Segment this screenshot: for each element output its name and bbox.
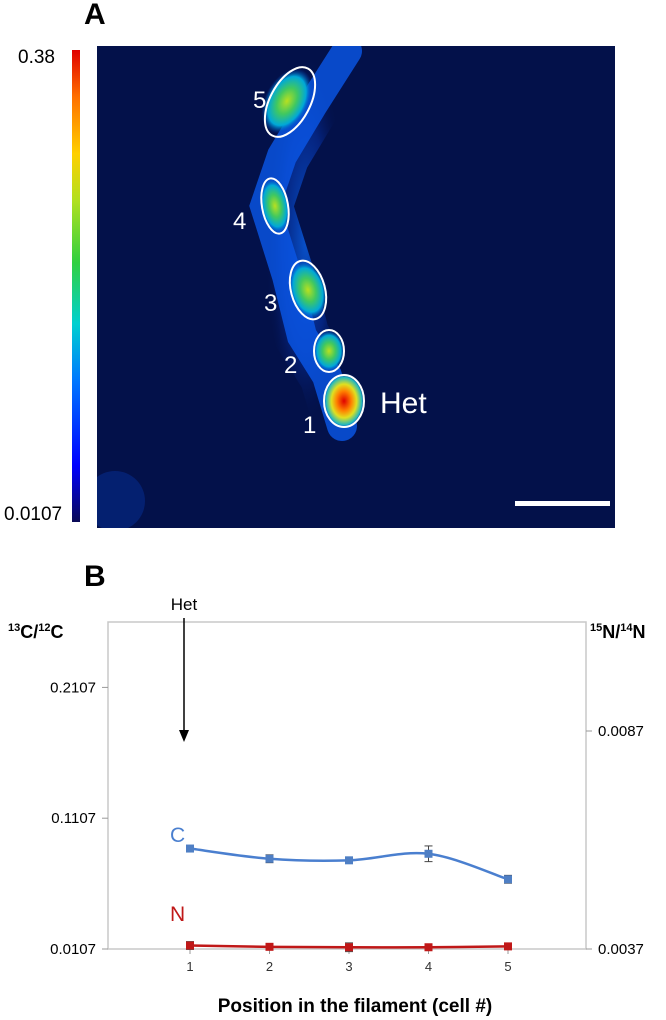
series-c-point-2 bbox=[345, 856, 353, 865]
cell-label-5: 5 bbox=[253, 87, 266, 114]
het-arrow-head bbox=[179, 730, 189, 742]
colorbar bbox=[72, 50, 80, 522]
cell-1-outline bbox=[323, 374, 365, 428]
corner-noise bbox=[97, 471, 145, 528]
x-tick-label-1: 2 bbox=[266, 959, 273, 974]
series-c-label: C bbox=[170, 824, 185, 847]
left-axis-title-mid: C/ bbox=[20, 622, 39, 642]
left-axis-title-sup1: 13 bbox=[8, 622, 21, 634]
series-n-point-4 bbox=[504, 942, 512, 951]
series-n-point-2 bbox=[345, 943, 353, 952]
left-tick-label-1: 0.1107 bbox=[51, 810, 96, 827]
series-c-point-3 bbox=[424, 849, 433, 858]
cell-3-fill bbox=[288, 260, 328, 320]
left-tick-label-0: 0.0107 bbox=[50, 941, 96, 958]
right-axis-title-mid: N/ bbox=[602, 622, 621, 642]
cell-label-3: 3 bbox=[264, 290, 277, 317]
series-c-point-0 bbox=[186, 844, 194, 853]
series-c-point-1 bbox=[265, 854, 274, 863]
cell-4-fill bbox=[259, 178, 291, 234]
cell-2-outline bbox=[313, 329, 345, 373]
cell-label-2: 2 bbox=[284, 352, 297, 379]
left-axis-title-end: C bbox=[50, 622, 64, 642]
left-axis-title-sup2: 12 bbox=[38, 622, 51, 634]
x-tick-label-3: 4 bbox=[425, 959, 432, 974]
colorbar-min-label: 0.0107 bbox=[4, 504, 63, 525]
series-n-point-3 bbox=[424, 943, 433, 952]
series-n-point-1 bbox=[265, 942, 274, 951]
right-axis-title-sup2: 14 bbox=[620, 622, 633, 634]
series-n-label: N bbox=[170, 903, 185, 926]
x-axis-label: Position in the filament (cell #) bbox=[218, 996, 492, 1017]
left-axis-ticks: 0.0107 0.1107 0.2107 bbox=[50, 679, 108, 958]
scale-bar bbox=[515, 501, 610, 506]
cell-3-outline bbox=[288, 259, 328, 321]
panel-a-letter: A bbox=[84, 0, 106, 31]
series-c bbox=[186, 844, 512, 884]
x-tick-label-2: 3 bbox=[345, 959, 352, 974]
series-c-point-4 bbox=[504, 875, 512, 884]
cell-2-fill bbox=[313, 330, 345, 372]
right-axis-title-sup1: 15 bbox=[590, 622, 603, 634]
left-axis-title: 13C/12C bbox=[8, 622, 64, 643]
right-tick-label-0: 0.0037 bbox=[598, 941, 644, 958]
colorbar-max-label: 0.38 bbox=[18, 47, 55, 68]
series-n-point-0 bbox=[186, 941, 194, 950]
het-annotation: Het bbox=[171, 595, 198, 614]
x-tick-label-4: 5 bbox=[504, 959, 511, 974]
cell-label-1: 1 bbox=[303, 412, 316, 439]
right-axis-ticks: 0.0037 0.0087 bbox=[586, 723, 644, 958]
cell-label-4: 4 bbox=[233, 208, 246, 235]
panel-b-letter: B bbox=[84, 560, 106, 593]
right-tick-label-1: 0.0087 bbox=[598, 723, 644, 740]
microscopy-svg: 5 4 3 2 1 Het bbox=[97, 46, 610, 528]
cell-5-fill bbox=[261, 68, 313, 134]
het-label: Het bbox=[380, 387, 427, 420]
left-tick-label-2: 0.2107 bbox=[50, 679, 96, 696]
x-axis-ticks: 1 2 3 4 5 bbox=[186, 949, 512, 974]
cell-1-fill bbox=[323, 373, 365, 429]
line-chart: 0.0107 0.1107 0.2107 0.0037 0.0087 1 2 3 4 5 He… bbox=[50, 595, 644, 1017]
microscopy-image: 5 4 3 2 1 Het bbox=[97, 46, 615, 528]
right-axis-title: 15N/14N bbox=[590, 622, 646, 643]
cell-5-outline bbox=[263, 66, 317, 138]
x-tick-label-0: 1 bbox=[186, 959, 193, 974]
series-n bbox=[186, 941, 512, 953]
right-axis-title-end: N bbox=[632, 622, 646, 642]
cell-4-outline bbox=[260, 177, 290, 235]
plot-frame bbox=[107, 621, 587, 950]
